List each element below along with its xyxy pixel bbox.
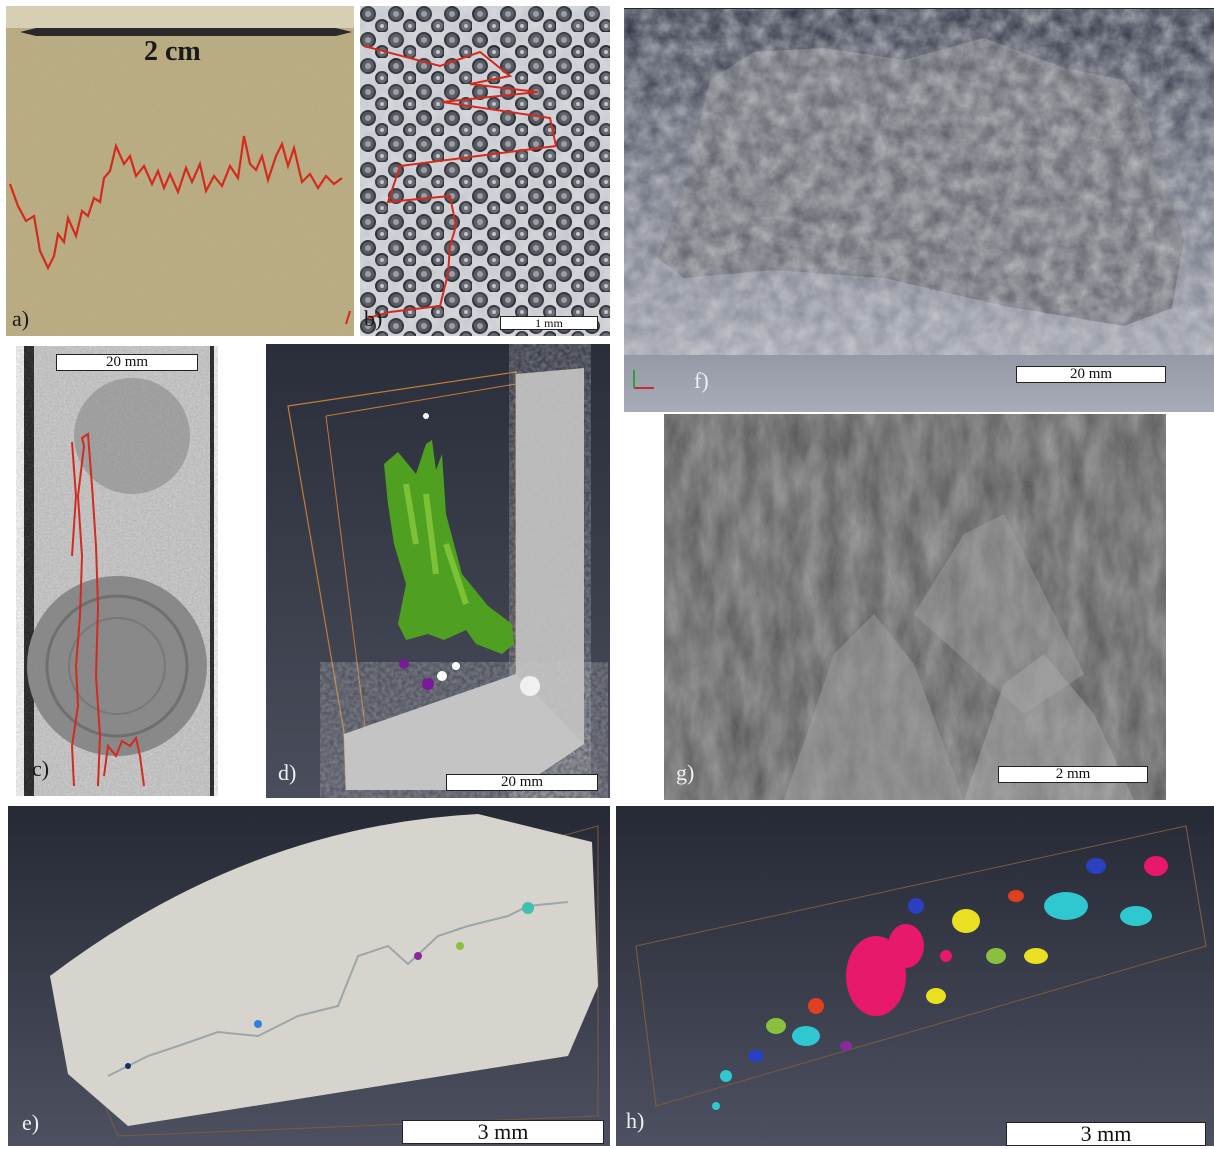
- sandstone-sample-photo: [6, 6, 354, 336]
- panel-d-scale-bar: 20 mm: [446, 774, 598, 791]
- panel-c-label: c): [32, 756, 50, 781]
- fracture-profile-trace: [363, 45, 558, 319]
- fracture-profile-trace: [8, 135, 343, 271]
- sem-micrograph: [664, 414, 1166, 800]
- panel-a-scale-label: 2 cm: [144, 36, 201, 67]
- panel-e-scale-bar: 3 mm: [402, 1120, 604, 1144]
- panel-d: 20 mm d): [266, 344, 610, 798]
- panel-g-label: g): [676, 760, 695, 785]
- panel-h-scale-bar: 3 mm: [1006, 1122, 1206, 1146]
- panel-b-scale-bar: 1 mm: [500, 316, 598, 330]
- panel-h: 3 mm h): [616, 806, 1214, 1146]
- thin-section-micrograph: [360, 6, 610, 336]
- fracture-profile-trace: [70, 432, 145, 787]
- ct-slice-image: [24, 346, 214, 796]
- panel-g: 2 mm g): [664, 414, 1166, 800]
- fracture-surface-render: [624, 8, 1214, 412]
- panel-c: 20 mm c): [12, 346, 218, 796]
- panel-b: 1 mm b): [360, 6, 610, 336]
- panel-e: 3 mm e): [8, 806, 610, 1146]
- panel-b-label: b): [364, 306, 383, 331]
- panel-e-label: e): [22, 1110, 40, 1135]
- panel-f: 20 mm f): [624, 8, 1214, 412]
- fracture-trace-e: [107, 901, 569, 1077]
- panel-f-label: f): [694, 368, 709, 393]
- panel-d-label: d): [278, 760, 297, 785]
- panel-c-scale-bar: 20 mm: [56, 354, 198, 371]
- pore-cluster-render: [616, 806, 1214, 1146]
- panel-a-label: a): [12, 306, 30, 331]
- panel-a: 2 cm a): [6, 6, 354, 336]
- panel-f-scale-bar: 20 mm: [1016, 366, 1166, 383]
- fracture-volume-render: [8, 806, 610, 1146]
- segmented-3d-volume-render: [266, 344, 610, 798]
- panel-g-scale-bar: 2 mm: [998, 766, 1148, 783]
- pore-clusters: [712, 856, 1168, 1110]
- panel-h-label: h): [626, 1108, 645, 1133]
